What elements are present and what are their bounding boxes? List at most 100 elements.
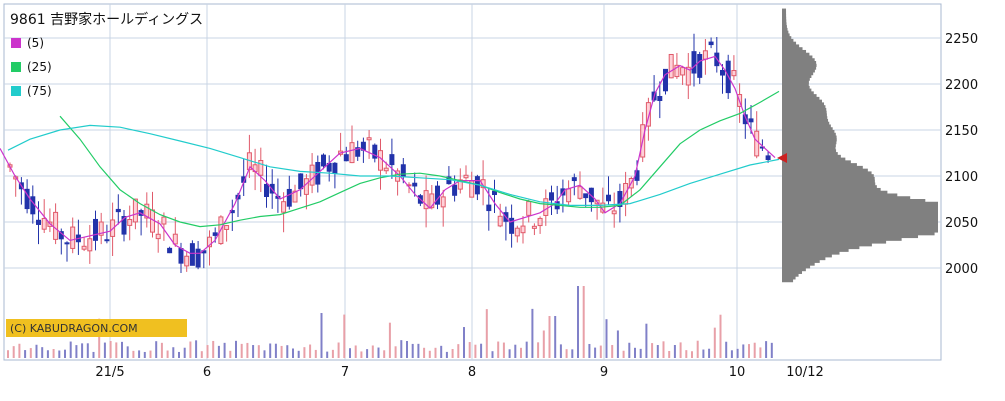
volume-bar xyxy=(406,341,408,358)
candle-body xyxy=(93,218,98,241)
candle-body xyxy=(509,217,515,234)
volume-bar xyxy=(616,330,619,358)
volume-bar xyxy=(200,351,203,358)
volume-bar xyxy=(525,341,528,358)
profile-bar xyxy=(782,256,826,261)
volume-bar xyxy=(103,342,106,358)
candle-body xyxy=(543,198,549,216)
candle-body xyxy=(429,193,435,209)
profile-bar xyxy=(782,132,836,136)
volume-bar xyxy=(75,345,78,358)
volume-bar xyxy=(514,344,517,358)
x-tick-label: 9 xyxy=(600,365,608,380)
profile-bar xyxy=(782,174,874,178)
ma-line xyxy=(59,90,780,228)
candle-body xyxy=(685,66,691,86)
volume-bar xyxy=(240,343,243,358)
volume-bar xyxy=(770,342,773,358)
volume-bar xyxy=(183,347,186,358)
candle-body xyxy=(748,118,754,123)
candle-body xyxy=(486,204,492,212)
profile-bar xyxy=(782,94,817,98)
volume-bar xyxy=(520,347,522,358)
profile-bar xyxy=(782,49,807,54)
volume-bar xyxy=(577,286,579,358)
volume-bar xyxy=(360,351,363,358)
profile-bar xyxy=(782,243,872,247)
candle-body xyxy=(549,192,554,201)
profile-bar xyxy=(782,245,860,250)
volume-bar xyxy=(656,345,659,358)
volume-bar xyxy=(588,343,591,358)
profile-bar xyxy=(782,91,814,95)
profile-bar xyxy=(782,196,911,200)
profile-bar xyxy=(782,110,827,114)
profile-bar xyxy=(782,80,809,84)
profile-bar xyxy=(782,33,790,37)
y-tick-label: 2150 xyxy=(945,124,978,139)
profile-bar xyxy=(782,143,836,147)
candle-body xyxy=(70,226,76,249)
profile-bar xyxy=(782,182,876,186)
volume-bar xyxy=(155,341,158,358)
volume-bar xyxy=(217,345,220,358)
x-tick-label: 8 xyxy=(468,365,476,380)
profile-bar xyxy=(782,130,835,134)
candle-body xyxy=(207,236,212,248)
volume-bar xyxy=(736,348,739,358)
volume-bar xyxy=(274,343,277,358)
volume-bar xyxy=(599,345,602,358)
volume-bar xyxy=(81,343,84,358)
volume-bar xyxy=(605,319,608,358)
volume-bar xyxy=(622,350,625,358)
volume-bar xyxy=(366,349,369,358)
candle-body xyxy=(691,51,697,74)
volume-bar xyxy=(565,349,568,358)
profile-bar xyxy=(782,135,837,139)
y-axis-ticks: 2000 2050 2100 2150 2200 2250 xyxy=(945,32,978,277)
candle-body xyxy=(657,95,663,102)
profile-bar xyxy=(782,160,851,164)
candle-body xyxy=(332,162,338,174)
legend-label-25: (25) xyxy=(27,60,52,74)
candle-body xyxy=(440,196,446,208)
volume-bar xyxy=(468,342,471,358)
volume-bar xyxy=(719,314,722,358)
candle-body xyxy=(435,185,440,205)
candle-body xyxy=(36,219,41,225)
profile-bar xyxy=(782,218,938,222)
volume-bar xyxy=(759,347,762,358)
legend-swatch-75 xyxy=(11,86,21,96)
candle-body xyxy=(702,50,708,60)
candle-body xyxy=(366,137,372,141)
volume-bar xyxy=(172,347,175,358)
profile-bar xyxy=(782,61,817,65)
profile-bar xyxy=(782,47,803,51)
x-tick-label: 7 xyxy=(341,365,349,380)
candle-body xyxy=(731,70,737,77)
profile-bar xyxy=(782,157,846,161)
volume-bar xyxy=(303,347,306,358)
volume-bar xyxy=(189,341,192,358)
candle-body xyxy=(127,218,133,226)
volume-bar xyxy=(29,348,32,358)
volume-bar xyxy=(257,345,260,358)
volume-bar xyxy=(109,340,112,358)
volume-bar xyxy=(582,286,585,358)
volume-bar xyxy=(440,345,443,358)
profile-bar xyxy=(782,176,875,181)
volume-bar xyxy=(628,342,631,358)
volume-bar xyxy=(58,350,61,358)
volume-bar xyxy=(206,345,209,358)
candle-body xyxy=(663,68,668,92)
volume-bar xyxy=(502,342,505,358)
volume-bar xyxy=(571,349,574,358)
volume-bar xyxy=(115,342,118,358)
candle-body xyxy=(30,196,36,215)
candle-body xyxy=(463,174,469,179)
candle-body xyxy=(343,154,349,162)
volume-bar xyxy=(354,345,357,358)
profile-bar xyxy=(782,259,820,263)
profile-bar xyxy=(782,248,849,252)
candle-body xyxy=(720,69,725,76)
